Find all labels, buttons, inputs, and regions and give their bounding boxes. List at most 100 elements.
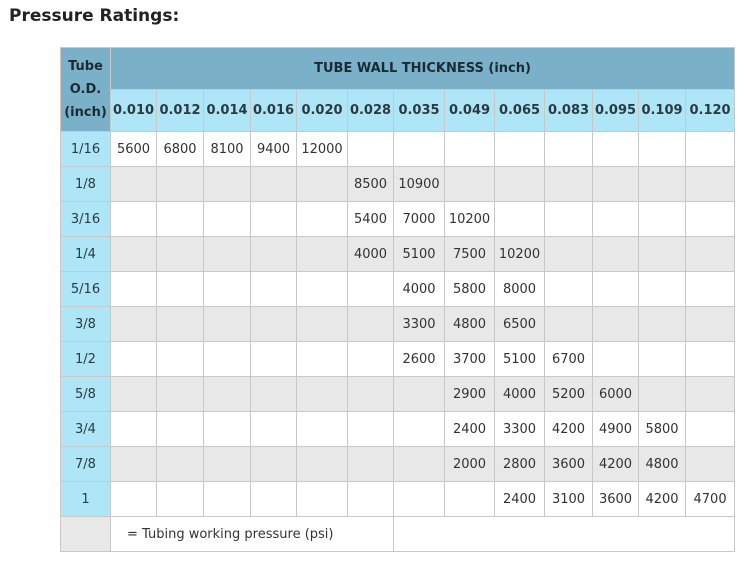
pressure-cell: [544, 236, 593, 272]
pressure-cell: 4700: [684, 481, 736, 517]
pressure-cell: [203, 341, 251, 377]
pressure-cell: [250, 411, 297, 447]
pressure-cell: [250, 236, 297, 272]
wall-thickness-header: TUBE WALL THICKNESS (inch): [109, 47, 736, 90]
table-row: 5/8 2900 4000 5200 6000: [60, 376, 736, 412]
pressure-cell: [347, 446, 394, 482]
tube-od-cell: 1: [60, 481, 111, 517]
table-row: 7/8 2000 2800 3600 4200 4800: [60, 446, 736, 482]
pressure-cell: [638, 236, 686, 272]
pressure-cell: [347, 481, 394, 517]
thickness-header-cell: 0.028: [347, 89, 394, 132]
pressure-cell: [684, 376, 736, 412]
pressure-cell: [393, 446, 445, 482]
pressure-cell: [156, 236, 204, 272]
pressure-cell: [156, 306, 204, 342]
pressure-cell: [347, 306, 394, 342]
pressure-cell: [347, 131, 394, 167]
pressure-cell: [544, 201, 593, 237]
pressure-cell: [203, 481, 251, 517]
pressure-cell: [393, 131, 445, 167]
pressure-cell: [110, 166, 157, 202]
thickness-header-cell: 0.065: [494, 89, 545, 132]
pressure-cell: 5400: [347, 201, 394, 237]
pressure-cell: [393, 411, 445, 447]
pressure-cell: 10900: [393, 166, 445, 202]
pressure-cell: 5800: [444, 271, 495, 307]
pressure-cell: [156, 341, 204, 377]
legend-spacer: [392, 516, 736, 552]
pressure-cell: [296, 271, 348, 307]
pressure-cell: [544, 306, 593, 342]
pressure-cell: [684, 166, 736, 202]
pressure-cell: 4800: [638, 446, 686, 482]
pressure-cell: 6800: [156, 131, 204, 167]
pressure-cell: 7000: [393, 201, 445, 237]
pressure-cell: [110, 201, 157, 237]
pressure-cell: [110, 306, 157, 342]
tube-od-cell: 5/8: [60, 376, 111, 412]
pressure-cell: [250, 166, 297, 202]
pressure-cell: 4900: [592, 411, 639, 447]
pressure-cell: [638, 306, 686, 342]
pressure-cell: 3300: [494, 411, 545, 447]
pressure-cell: 5600: [110, 131, 157, 167]
tube-od-cell: 3/8: [60, 306, 111, 342]
pressure-cell: 2400: [444, 411, 495, 447]
pressure-cell: [684, 341, 736, 377]
pressure-cell: 4200: [544, 411, 593, 447]
pressure-cell: [592, 201, 639, 237]
pressure-cell: [592, 271, 639, 307]
pressure-cell: [494, 201, 545, 237]
pressure-cell: 6700: [544, 341, 593, 377]
pressure-cell: 5100: [494, 341, 545, 377]
pressure-cell: [444, 131, 495, 167]
pressure-cell: [684, 306, 736, 342]
table-row: 1/8 8500 10900: [60, 166, 736, 202]
pressure-cell: [203, 201, 251, 237]
pressure-cell: 12000: [296, 131, 348, 167]
pressure-cell: [393, 481, 445, 517]
pressure-cell: 8100: [203, 131, 251, 167]
pressure-cell: [250, 376, 297, 412]
pressure-cell: 2900: [444, 376, 495, 412]
pressure-cell: [494, 131, 545, 167]
pressure-cell: [347, 376, 394, 412]
pressure-cell: [592, 166, 639, 202]
thickness-header-cell: 0.109: [638, 89, 686, 132]
pressure-cell: 5200: [544, 376, 593, 412]
pressure-cell: [296, 481, 348, 517]
tube-od-cell: 1/4: [60, 236, 111, 272]
pressure-cell: [592, 236, 639, 272]
tube-od-header: Tube O.D. (inch): [60, 47, 111, 132]
pressure-cell: 5100: [393, 236, 445, 272]
thickness-header-cell: 0.049: [444, 89, 495, 132]
pressure-cell: [494, 166, 545, 202]
tube-od-header-line: O.D.: [69, 82, 102, 97]
pressure-cell: [110, 411, 157, 447]
pressure-cell: [296, 306, 348, 342]
pressure-cell: 3300: [393, 306, 445, 342]
legend-note: = Tubing working pressure (psi): [110, 516, 394, 552]
pressure-cell: [203, 411, 251, 447]
pressure-cell: 10200: [444, 201, 495, 237]
pressure-cell: 4200: [592, 446, 639, 482]
pressure-cell: [296, 376, 348, 412]
pressure-cell: [296, 411, 348, 447]
pressure-cell: [110, 341, 157, 377]
pressure-cell: [638, 166, 686, 202]
thickness-header-cell: 0.012: [156, 89, 204, 132]
pressure-cell: [203, 271, 251, 307]
table-row: 1/2 2600 3700 5100 6700: [60, 341, 736, 377]
pressure-cell: [444, 481, 495, 517]
pressure-cell: 10200: [494, 236, 545, 272]
pressure-cell: [110, 446, 157, 482]
pressure-cell: [156, 376, 204, 412]
pressure-cell: [638, 376, 686, 412]
table-body: 1/16 5600 6800 8100 9400 12000 1/8 8500 10900 3/1…: [60, 131, 736, 552]
pressure-cell: [203, 446, 251, 482]
thickness-header-cell: 0.083: [544, 89, 593, 132]
pressure-cell: [444, 166, 495, 202]
pressure-cell: [544, 271, 593, 307]
pressure-cell: [684, 446, 736, 482]
